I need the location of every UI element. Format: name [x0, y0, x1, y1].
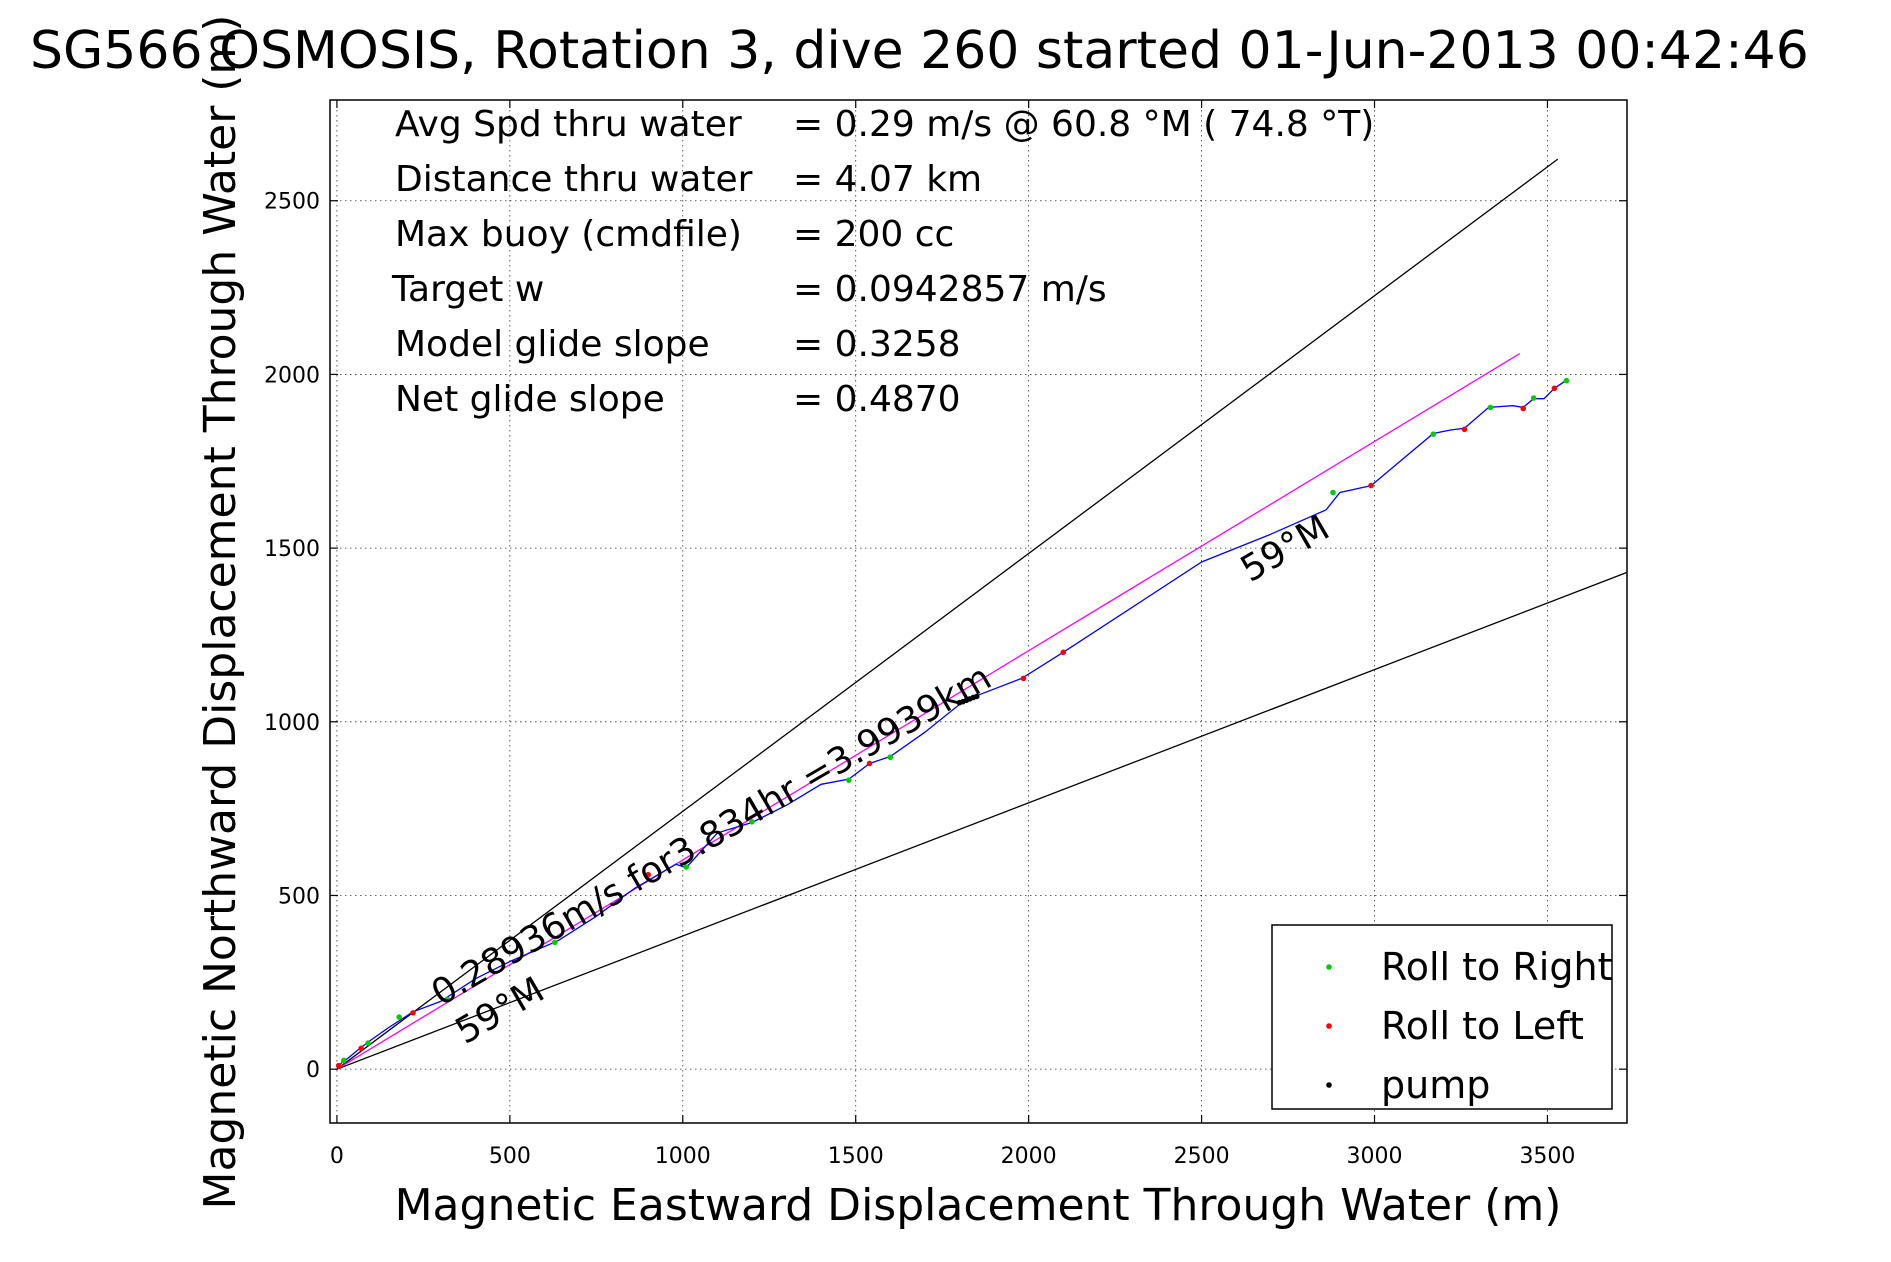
marker-roll-to-right — [1530, 395, 1537, 401]
marker-roll-to-right — [341, 1057, 347, 1064]
reference-line-bounds-lower — [336, 571, 1628, 1070]
marker-roll-to-left — [1551, 385, 1558, 392]
marker-roll-to-right — [749, 819, 755, 825]
info-label: Distance thru water — [395, 159, 753, 200]
info-label: Model glide slope — [395, 324, 710, 365]
marker-roll-to-right — [396, 1014, 402, 1020]
marker-roll-to-right — [365, 1040, 371, 1046]
marker-pump — [973, 693, 980, 700]
marker-roll-to-left — [866, 760, 873, 767]
y-tick-label: 2000 — [264, 363, 320, 388]
plot-frame — [329, 99, 1628, 1124]
marker-roll-to-right — [683, 864, 690, 870]
markers — [335, 377, 1570, 1069]
info-value: = 4.07 km — [793, 159, 982, 200]
y-axis-label: Magnetic Northward Displacement Through … — [195, 15, 246, 1210]
y-tick-label: 1500 — [264, 537, 320, 562]
legend-marker-pump — [1326, 1082, 1332, 1088]
x-axis-label: Magnetic Eastward Displacement Through W… — [395, 1180, 1562, 1231]
info-value: = 0.0942857 m/s — [793, 269, 1107, 310]
marker-roll-to-left — [1020, 675, 1027, 682]
x-tick-label: 2000 — [1001, 1144, 1057, 1169]
marker-roll-to-right — [887, 754, 894, 761]
marker-roll-to-right — [1430, 431, 1437, 437]
x-tick-label: 3500 — [1519, 1144, 1575, 1169]
info-value: = 0.4870 — [793, 379, 961, 420]
legend-marker-roll-to-right — [1326, 964, 1332, 970]
marker-roll-to-right — [444, 996, 451, 1003]
x-tick-label: 1000 — [655, 1144, 711, 1169]
y-tick-label: 500 — [278, 884, 320, 909]
info-value: = 0.3258 — [793, 324, 961, 365]
legend-label-pump: pump — [1381, 1063, 1490, 1107]
marker-roll-to-right — [846, 777, 852, 783]
x-tick-label: 500 — [489, 1144, 531, 1169]
legend-label-roll-to-left: Roll to Left — [1381, 1004, 1584, 1048]
y-tick-label: 2500 — [264, 190, 320, 215]
info-label: Max buoy (cmdfile) — [395, 214, 742, 255]
marker-roll-to-right — [552, 939, 558, 946]
y-tick-label: 1000 — [264, 711, 320, 736]
marker-roll-to-right — [1563, 377, 1570, 384]
marker-roll-to-left — [1368, 482, 1374, 489]
marker-roll-to-left — [335, 1062, 342, 1069]
info-value: = 0.29 m/s @ 60.8 °M ( 74.8 °T) — [793, 104, 1374, 145]
reference-line-bounds-upper — [336, 158, 1559, 1070]
chart-title: SG566 OSMOSIS, Rotation 3, dive 260 star… — [30, 21, 1809, 81]
legend-box — [1271, 924, 1613, 1110]
annotation-0: 0.28936m/s for3.834hr =3.9939km — [425, 657, 999, 1014]
marker-roll-to-left — [358, 1045, 364, 1052]
marker-roll-to-left — [410, 1010, 416, 1016]
info-value: = 200 cc — [793, 214, 954, 255]
info-label: Net glide slope — [395, 379, 665, 420]
marker-roll-to-right — [1330, 489, 1336, 496]
y-tick-label: 0 — [306, 1058, 320, 1083]
x-tick-label: 2500 — [1174, 1144, 1230, 1169]
ticks: 0 500 1000 1500 2000 2500 3000 3500 0 500 1000 1500… — [264, 100, 1627, 1169]
info-label: Avg Spd thru water — [395, 104, 742, 145]
annotation-2: 59°M — [1234, 507, 1337, 590]
marker-roll-to-left — [1520, 405, 1527, 412]
marker-roll-to-left — [1060, 649, 1067, 656]
x-tick-label: 1500 — [828, 1144, 884, 1169]
marker-roll-to-left — [645, 871, 651, 878]
info-label: Target w — [391, 269, 544, 310]
grid — [330, 100, 1627, 1123]
x-tick-label: 3000 — [1347, 1144, 1403, 1169]
legend: Roll to Right Roll to Left pump — [1271, 924, 1613, 1110]
marker-roll-to-right — [1487, 404, 1494, 411]
reference-lines — [336, 158, 1628, 1070]
reference-line-course — [336, 353, 1521, 1070]
info-box: Avg Spd thru water = 0.29 m/s @ 60.8 °M (… — [391, 104, 1374, 420]
legend-label-roll-to-right: Roll to Right — [1381, 945, 1612, 989]
marker-roll-to-left — [1461, 426, 1468, 433]
x-tick-label: 0 — [330, 1144, 344, 1169]
legend-marker-roll-to-left — [1326, 1023, 1332, 1029]
